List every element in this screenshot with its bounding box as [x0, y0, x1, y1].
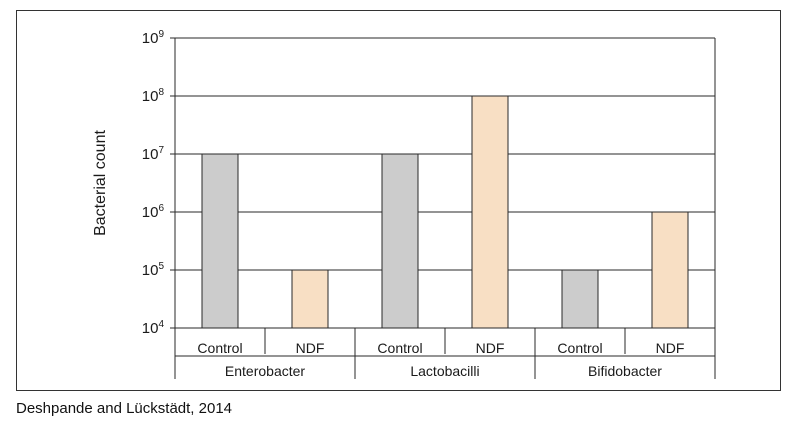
x-label-enterobacter-ndf: NDF	[296, 340, 325, 356]
y-tick-label-1: 105	[142, 261, 165, 279]
bar-lactobacilli-ndf	[471, 95, 509, 329]
bar-bifidobacter-control	[561, 269, 599, 329]
y-tick-label-3: 107	[142, 145, 165, 163]
y-tick-label-5: 109	[142, 29, 165, 47]
group-label-enterobacter: Enterobacter	[225, 363, 305, 379]
x-label-bifidobacter-control: Control	[557, 340, 602, 356]
y-tick-label-0: 104	[142, 319, 165, 337]
x-label-lactobacilli-ndf: NDF	[476, 340, 505, 356]
y-tick-label-4: 108	[142, 87, 165, 105]
x-label-lactobacilli-control: Control	[377, 340, 422, 356]
y-axis-title: Bacterial count	[92, 130, 109, 236]
x-label-enterobacter-control: Control	[197, 340, 242, 356]
source-caption: Deshpande and Lückstädt, 2014	[16, 400, 232, 417]
y-tick-label-2: 106	[142, 203, 165, 221]
group-label-lactobacilli: Lactobacilli	[410, 363, 479, 379]
group-label-bifidobacter: Bifidobacter	[588, 363, 662, 379]
bar-enterobacter-control	[201, 153, 239, 329]
chart-frame	[16, 10, 781, 391]
bar-lactobacilli-control	[381, 153, 419, 329]
x-label-bifidobacter-ndf: NDF	[656, 340, 685, 356]
bar-enterobacter-ndf	[291, 269, 329, 329]
bar-bifidobacter-ndf	[651, 211, 689, 329]
